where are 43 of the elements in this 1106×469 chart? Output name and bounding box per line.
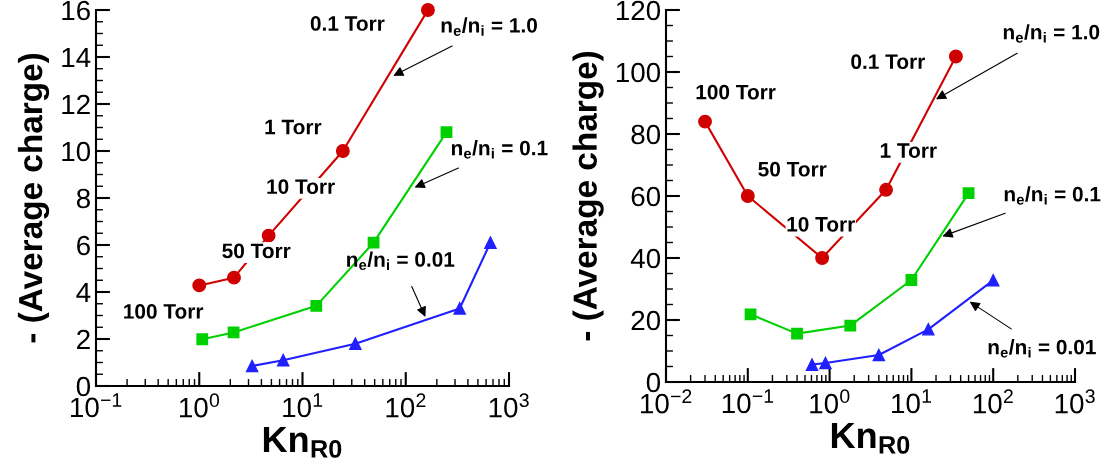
annotation: n$_{e}$/n$_{i}$ = 0.1 bbox=[1004, 186, 1101, 205]
y-tick-label: 4 bbox=[76, 282, 91, 303]
x-tick-label: 10$^{1}$ bbox=[283, 393, 323, 418]
annotation: 50 Torr bbox=[222, 243, 291, 259]
annotation: n$_{e}$/n$_{i}$ = 0.01 bbox=[347, 251, 455, 271]
y-tick-label: 40 bbox=[630, 248, 661, 269]
y-tick-label: 6 bbox=[77, 235, 90, 256]
x-tick-label: 10$^{1}$ bbox=[892, 389, 932, 414]
annotation: 100 Torr bbox=[696, 84, 776, 100]
y-tick-label: 60 bbox=[631, 186, 661, 207]
annotation: 1 Torr bbox=[880, 143, 937, 158]
y-tick-label: 20 bbox=[631, 310, 661, 331]
annotation: 1 Torr bbox=[265, 119, 322, 135]
annotation: 50 Torr bbox=[758, 161, 827, 177]
x-tick-label: 10$^{2}$ bbox=[973, 389, 1013, 414]
annotation: 0.1 Torr bbox=[851, 54, 925, 70]
x-axis-title: Kn$_{R0}$ bbox=[263, 427, 342, 458]
x-tick-label: 10$^{0}$ bbox=[179, 393, 220, 418]
annotation: 10 Torr bbox=[267, 179, 335, 194]
annotation: 100 Torr bbox=[124, 304, 204, 319]
annotation: n$_{e}$/n$_{i}$ = 1.0 bbox=[1003, 24, 1100, 43]
x-axis-title: Kn$_{R0}$ bbox=[831, 423, 910, 454]
y-tick-label: 120 bbox=[616, 0, 661, 21]
x-tick-label: 10$^{−1}$ bbox=[722, 389, 774, 414]
y-tick-label: 16 bbox=[62, 0, 90, 21]
annotation: n$_{e}$/n$_{i}$ = 0.1 bbox=[451, 140, 548, 159]
x-tick-label: 10$^{3}$ bbox=[1055, 389, 1095, 414]
y-tick-label: 14 bbox=[62, 47, 91, 68]
y-tick-label: 8 bbox=[76, 188, 90, 209]
y-tick-label: 100 bbox=[616, 62, 661, 83]
y-axis-title: - (Average charge) bbox=[17, 53, 50, 343]
y-tick-label: 12 bbox=[62, 94, 90, 115]
x-tick-label: 10$^{3}$ bbox=[489, 393, 529, 418]
y-tick-label: 10 bbox=[62, 141, 91, 162]
annotation: n$_{e}$/n$_{i}$ = 0.01 bbox=[988, 339, 1096, 358]
annotation: 0.1 Torr bbox=[310, 16, 385, 31]
annotation: 10 Torr bbox=[787, 216, 855, 232]
x-tick-label: 10$^{0}$ bbox=[810, 389, 850, 414]
y-tick-label: 2 bbox=[77, 329, 90, 350]
annotation: n$_{e}$/n$_{i}$ = 1.0 bbox=[441, 17, 537, 36]
y-axis-title: - (Average charge) bbox=[572, 51, 604, 341]
y-tick-label: 80 bbox=[631, 124, 661, 145]
x-tick-label: 10$^{2}$ bbox=[386, 393, 426, 418]
